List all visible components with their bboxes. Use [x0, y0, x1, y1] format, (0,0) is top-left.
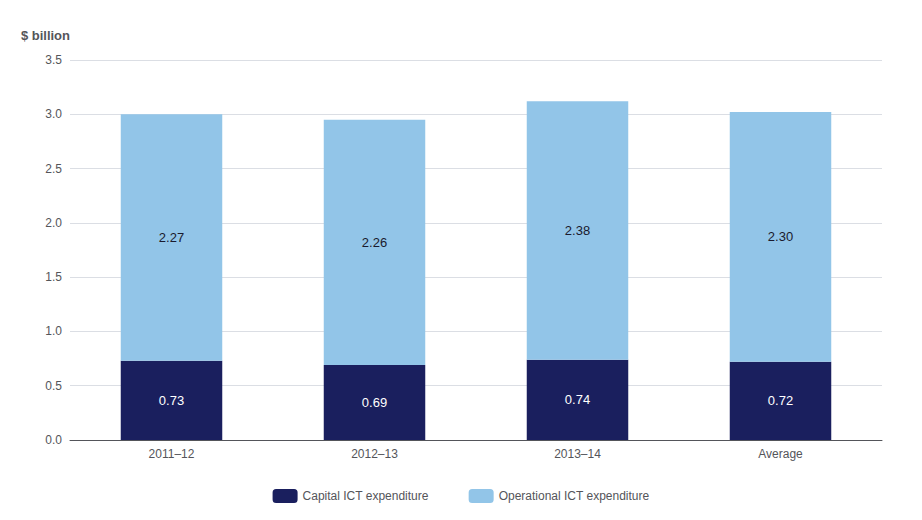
svg-text:3.0: 3.0 [45, 107, 62, 121]
svg-text:0.69: 0.69 [362, 395, 387, 410]
svg-text:2.0: 2.0 [45, 216, 62, 230]
svg-text:Capital ICT expenditure: Capital ICT expenditure [303, 489, 429, 503]
svg-text:2012–13: 2012–13 [351, 447, 398, 461]
svg-text:2.38: 2.38 [565, 223, 590, 238]
svg-text:2011–12: 2011–12 [149, 447, 195, 461]
svg-text:$ billion: $ billion [21, 28, 70, 43]
svg-text:0.72: 0.72 [768, 393, 793, 408]
svg-text:2.30: 2.30 [768, 229, 793, 244]
svg-text:0.5: 0.5 [45, 379, 62, 393]
svg-text:3.5: 3.5 [45, 53, 62, 67]
svg-text:2.27: 2.27 [159, 230, 184, 245]
svg-text:1.5: 1.5 [45, 270, 62, 284]
svg-text:1.0: 1.0 [45, 324, 62, 338]
svg-text:2.26: 2.26 [362, 235, 387, 250]
svg-text:0.73: 0.73 [159, 393, 184, 408]
svg-text:2.5: 2.5 [45, 162, 62, 176]
svg-text:Operational ICT expenditure: Operational ICT expenditure [499, 489, 650, 503]
svg-text:Average: Average [758, 447, 803, 461]
svg-text:0.0: 0.0 [45, 433, 62, 447]
svg-text:0.74: 0.74 [565, 392, 590, 407]
svg-text:2013–14: 2013–14 [554, 447, 601, 461]
